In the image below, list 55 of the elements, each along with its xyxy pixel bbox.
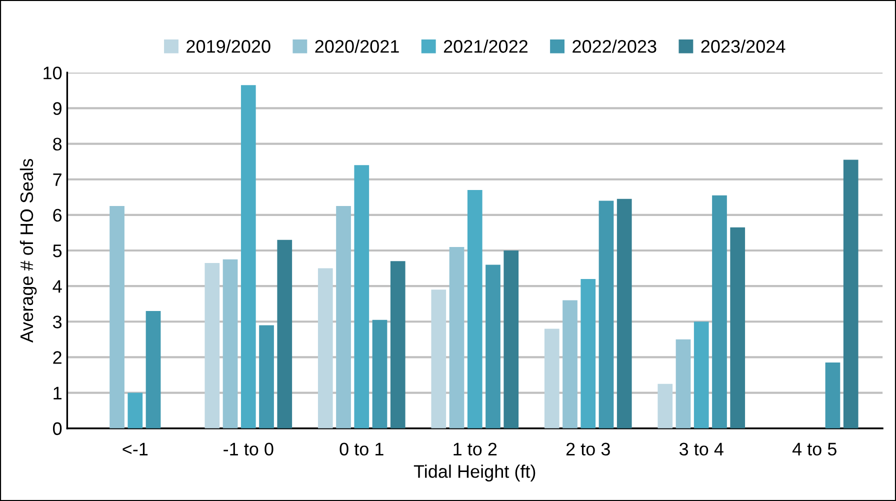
y-tick-label: 2 (53, 351, 62, 364)
y-tick-label: 8 (53, 138, 62, 151)
x-axis-title: Tidal Height (ft) (414, 464, 536, 482)
y-tick-label: 3 (52, 316, 62, 328)
bar (277, 240, 292, 428)
y-tick-label: 7 (53, 173, 62, 186)
bar (712, 195, 727, 428)
y-tick-label: 4 (52, 280, 62, 293)
bar (354, 165, 370, 428)
x-tick-label: <-1 (122, 442, 148, 456)
y-tick-label: 10 (44, 66, 62, 80)
bar (318, 268, 333, 428)
bar (431, 290, 446, 428)
bar (128, 392, 143, 428)
bar (336, 206, 351, 428)
bar (240, 85, 256, 428)
bar (259, 325, 274, 428)
bar (372, 320, 388, 428)
x-tick-label: 3 to 4 (679, 442, 724, 456)
bar (222, 259, 238, 428)
x-tick-label: 2 to 3 (566, 442, 610, 456)
y-tick-label: 9 (53, 102, 62, 115)
x-tick-label: 4 to 5 (792, 442, 836, 456)
y-tick-label: 1 (54, 386, 62, 400)
bar (598, 200, 614, 428)
y-axis-title: Average # of HO Seals (20, 158, 37, 343)
bar (467, 190, 482, 428)
bar (580, 278, 596, 428)
bar (562, 300, 578, 428)
bar (616, 198, 632, 428)
bar (825, 362, 840, 428)
bar (730, 227, 746, 428)
legend-label: 2023/2024 (701, 40, 786, 53)
bar (694, 322, 709, 428)
bar (544, 328, 560, 428)
y-tick-label: 0 (53, 422, 62, 436)
bar (504, 250, 519, 428)
y-tick-label: 6 (53, 208, 62, 222)
bar (146, 310, 161, 428)
legend-label: 2020/2021 (315, 40, 399, 53)
x-tick-label: 1 to 2 (454, 442, 497, 456)
legend-label: 2021/2022 (444, 40, 528, 53)
bar (449, 246, 464, 428)
bar (658, 384, 673, 428)
bar (110, 206, 124, 428)
bar (486, 264, 500, 428)
legend-label: 2022/2023 (572, 40, 656, 53)
legend-label: 2019/2020 (186, 40, 270, 53)
bar (843, 160, 858, 428)
bar (390, 261, 406, 428)
y-tick-label: 5 (53, 244, 62, 258)
x-tick-label: -1 to 0 (224, 442, 274, 456)
bar (204, 262, 220, 428)
bar (676, 339, 691, 428)
x-tick-label: 0 to 1 (340, 442, 384, 456)
